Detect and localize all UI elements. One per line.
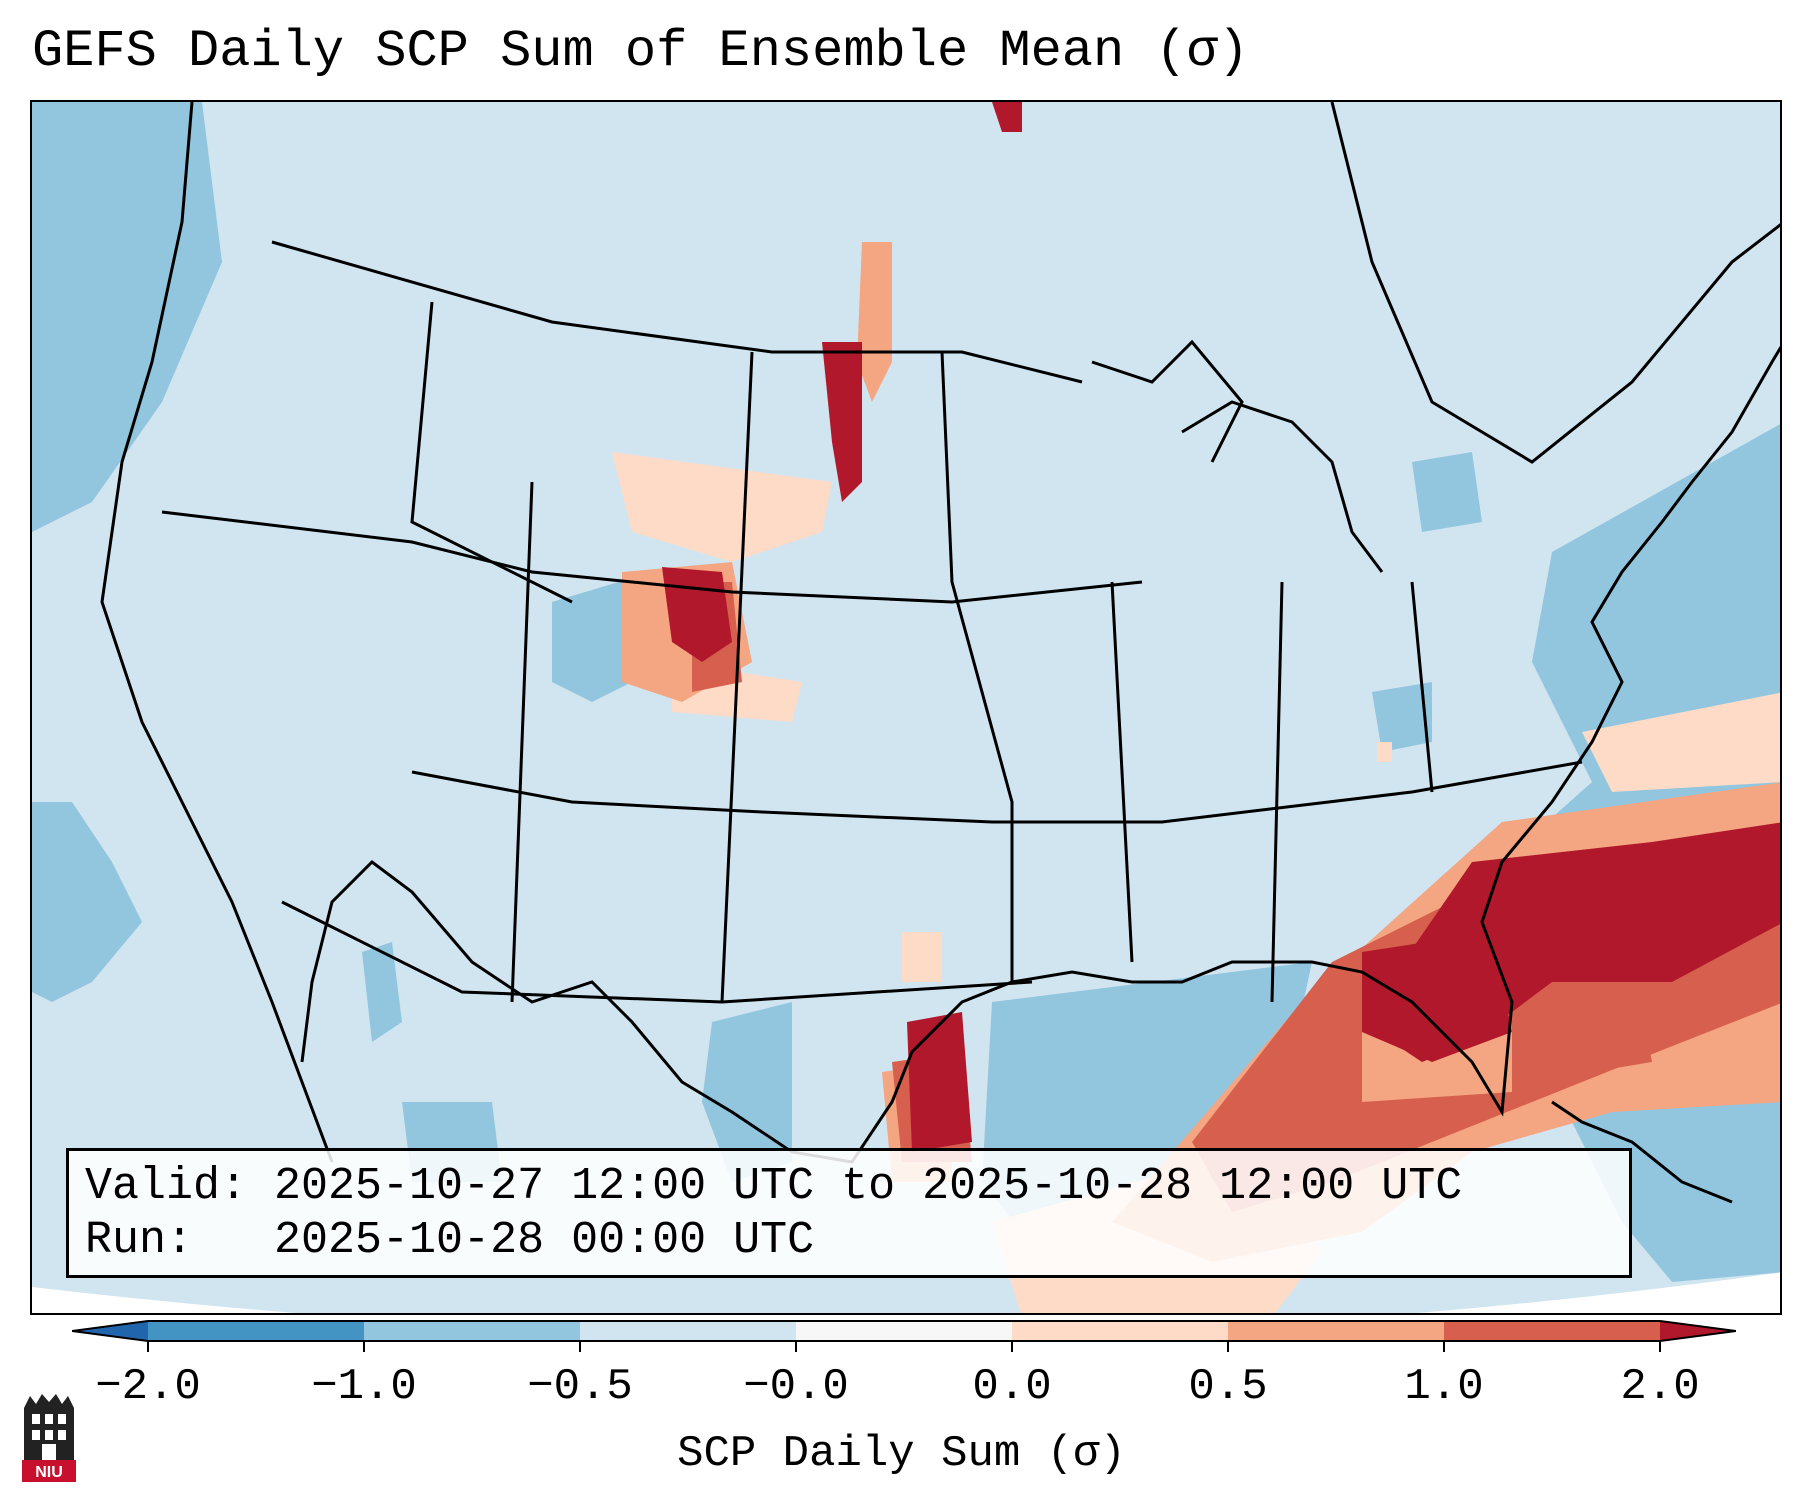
colorbar-segment <box>1012 1321 1228 1341</box>
western-state-borders <box>410 301 573 604</box>
colorbar-segment <box>580 1321 796 1341</box>
plains-border-west <box>720 351 754 1003</box>
colorbar-tick <box>1443 1342 1445 1352</box>
valid-time-text: Valid: 2025-10-27 12:00 UTC to 2025-10-2… <box>85 1161 1463 1212</box>
ohio-border <box>1410 581 1434 793</box>
scp-map <box>32 102 1780 1313</box>
pacific-coastline <box>100 102 334 1163</box>
great-lakes-shore <box>1181 400 1384 573</box>
colorbar-tick-label: −0.5 <box>527 1362 633 1412</box>
nc-light-positive <box>1377 742 1392 762</box>
central-borders <box>411 760 1583 824</box>
canada-coastline <box>1330 102 1780 464</box>
florida-max-positive <box>1362 932 1512 1062</box>
colorbar-tick <box>1011 1342 1013 1352</box>
south-dakota-max-positive <box>822 342 862 502</box>
houston-max-positive <box>907 1012 972 1152</box>
colorbar-tick <box>1659 1342 1661 1352</box>
us-canada-border <box>271 240 1083 384</box>
mississippi-border <box>1110 581 1134 963</box>
colorbar-tick-label: 0.5 <box>1188 1362 1268 1412</box>
texas-light-positive <box>902 932 942 982</box>
plains-light-positive <box>612 452 832 562</box>
southern-borders <box>281 900 1033 1004</box>
colorbar-segment <box>148 1321 364 1341</box>
colorbar-tick <box>147 1342 149 1352</box>
colorbar-segment <box>1444 1321 1660 1341</box>
colorbar <box>72 1320 1736 1342</box>
atlantic-light-positive <box>1582 692 1780 792</box>
colorbar-label: SCP Daily Sum (σ) <box>677 1429 1126 1479</box>
pacific-negative-patch <box>32 802 142 1002</box>
northern-tier-borders <box>161 510 1143 604</box>
colorbar-tick-label: 2.0 <box>1620 1362 1700 1412</box>
colorbar-tick <box>795 1342 797 1352</box>
appalachian-border <box>1270 581 1284 1003</box>
colorbar-tick <box>363 1342 365 1352</box>
colorbar-outline <box>72 1320 1736 1342</box>
lake-superior-shore <box>1091 339 1244 463</box>
colorbar-tick <box>1227 1342 1229 1352</box>
colorbar-segment <box>1228 1321 1444 1341</box>
plains-border-east <box>940 351 1014 982</box>
bahamas-outline <box>1551 1100 1733 1204</box>
colorbar-extend-low <box>72 1321 148 1341</box>
manitoba-max-positive <box>992 102 1022 132</box>
pacific-negative-region <box>32 102 222 532</box>
niu-logo-icon: NIU <box>22 1394 76 1482</box>
colorbar-tick-label: −0.0 <box>743 1362 849 1412</box>
map-panel <box>30 100 1782 1315</box>
run-time-text: Run: 2025-10-28 00:00 UTC <box>85 1215 815 1266</box>
info-box: Valid: 2025-10-27 12:00 UTC to 2025-10-2… <box>66 1148 1632 1278</box>
north-dakota-moderate-positive <box>857 242 892 402</box>
colorbar-tick-label: 0.0 <box>972 1362 1052 1412</box>
colorbar-tick <box>579 1342 581 1352</box>
baja-negative-patch <box>362 942 402 1042</box>
chart-title: GEFS Daily SCP Sum of Ensemble Mean (σ) <box>32 22 1249 81</box>
colorbar-tick-label: 1.0 <box>1404 1362 1484 1412</box>
colorbar-segment <box>796 1321 1012 1341</box>
colorbar-tick-label: −1.0 <box>311 1362 417 1412</box>
rocky-border <box>510 481 534 1003</box>
colorbar-extend-high <box>1660 1321 1736 1341</box>
great-lakes-negative-patch <box>1412 452 1482 532</box>
colorbar-segment <box>364 1321 580 1341</box>
virginia-negative-patch <box>1372 682 1432 752</box>
geographic-outlines <box>100 102 1780 1204</box>
colorbar-tick-label: −2.0 <box>95 1362 201 1412</box>
svg-text:NIU: NIU <box>35 1464 63 1481</box>
